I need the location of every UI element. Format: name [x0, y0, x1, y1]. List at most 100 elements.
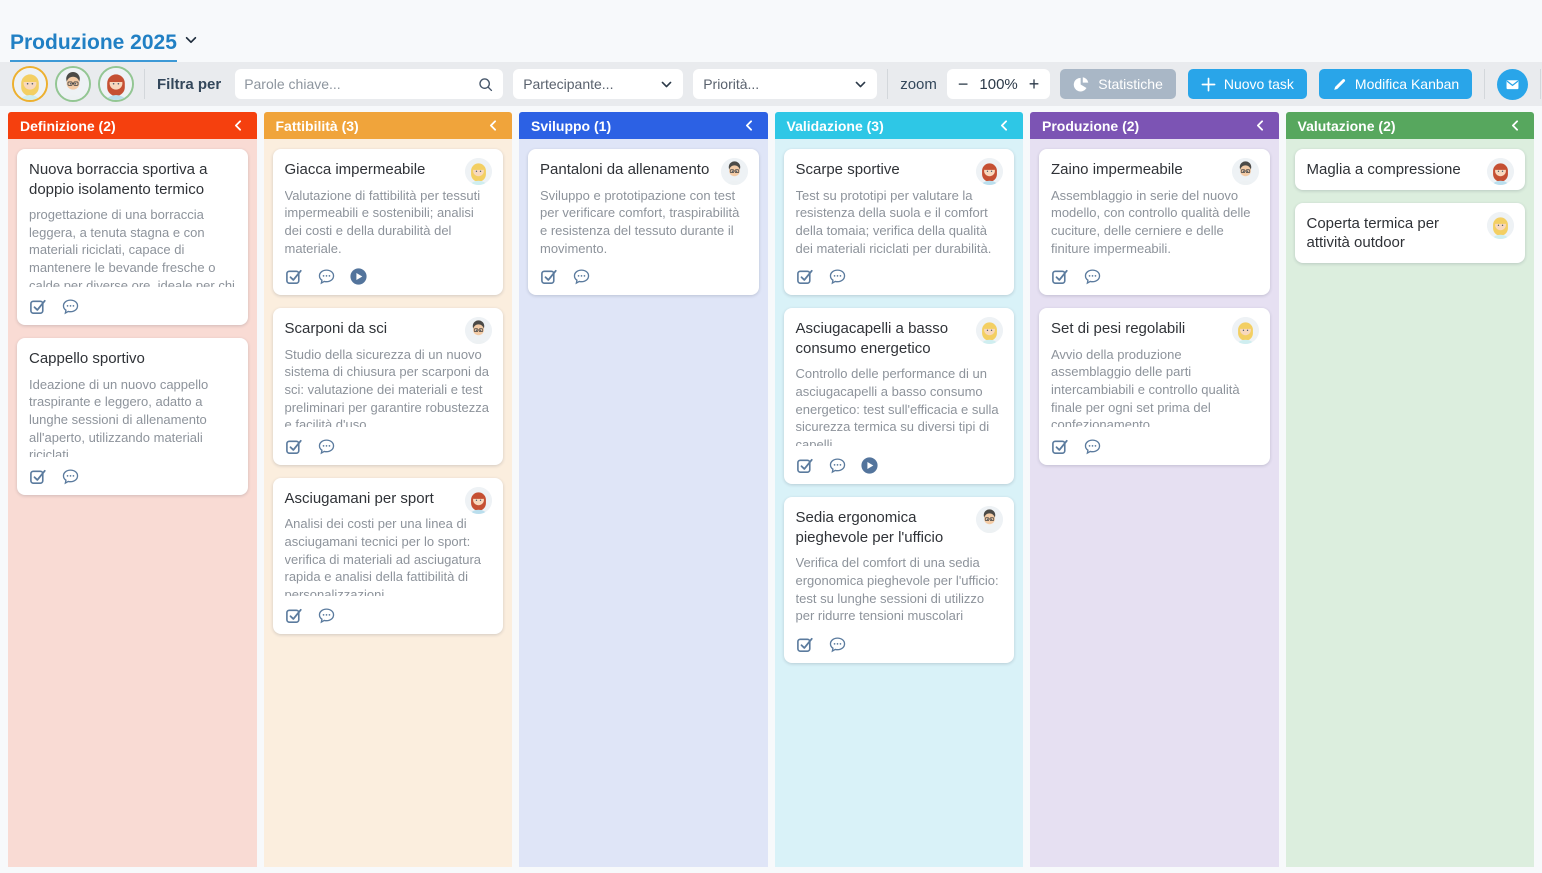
- checklist-icon[interactable]: [1051, 437, 1070, 456]
- edit-kanban-button-label: Modifica Kanban: [1354, 76, 1460, 92]
- task-card[interactable]: Asciugacapelli a basso consumo energetic…: [783, 308, 1014, 485]
- chevron-left-icon[interactable]: [1509, 119, 1522, 132]
- comments-icon[interactable]: [317, 606, 336, 625]
- priority-select[interactable]: Priorità...: [693, 69, 878, 99]
- task-card[interactable]: Set di pesi regolabili Avvio della produz…: [1039, 308, 1270, 465]
- kanban-board: Definizione (2) Nuova borraccia sportiva …: [0, 106, 1542, 867]
- chevron-left-icon[interactable]: [232, 119, 245, 132]
- chevron-down-icon[interactable]: [184, 33, 198, 52]
- comments-icon[interactable]: [828, 267, 847, 286]
- checklist-icon[interactable]: [796, 267, 815, 286]
- task-card[interactable]: Scarponi da sci Studio della sicurezza di…: [272, 308, 503, 465]
- assignee-avatar-blonde: [1231, 317, 1259, 345]
- pencil-icon: [1332, 77, 1347, 92]
- column-body: Maglia a compressione Coperta termica per…: [1285, 139, 1534, 867]
- column-valutazione: Valutazione (2) Maglia a compressione Cope…: [1285, 112, 1534, 867]
- checklist-icon[interactable]: [285, 267, 304, 286]
- plus-icon: [1201, 77, 1216, 92]
- new-task-button[interactable]: Nuovo task: [1187, 69, 1307, 99]
- search-input[interactable]: [244, 76, 478, 92]
- card-description: Assemblaggio in serie del nuovo modello,…: [1051, 187, 1251, 256]
- checklist-icon[interactable]: [29, 467, 48, 486]
- statistics-button-label: Statistiche: [1098, 76, 1163, 92]
- chevron-down-icon: [854, 78, 867, 91]
- participant-select[interactable]: Partecipante...: [513, 69, 684, 99]
- checklist-icon[interactable]: [540, 267, 559, 286]
- checklist-icon[interactable]: [796, 456, 815, 475]
- card-badges: [540, 265, 747, 286]
- toolbar-divider: [1540, 69, 1542, 99]
- comments-icon[interactable]: [61, 467, 80, 486]
- column-title: Definizione (2): [20, 117, 116, 134]
- page-title[interactable]: Produzione 2025: [10, 31, 177, 62]
- card-badges: [796, 265, 1003, 286]
- zoom-in-button[interactable]: +: [1028, 74, 1040, 94]
- comments-icon[interactable]: [61, 297, 80, 316]
- new-task-button-label: Nuovo task: [1223, 76, 1294, 92]
- play-icon[interactable]: [349, 267, 368, 286]
- pie-chart-icon: [1073, 76, 1090, 93]
- card-description: Test su prototipi per valutare la resist…: [795, 187, 992, 256]
- zoom-value: 100%: [979, 75, 1018, 93]
- card-badges: [796, 633, 1003, 654]
- checklist-icon[interactable]: [285, 437, 304, 456]
- column-definizione: Definizione (2) Nuova borraccia sportiva …: [8, 112, 257, 867]
- column-body: Giacca impermeabile Valutazione di fattib…: [263, 139, 512, 867]
- comments-icon[interactable]: [317, 267, 336, 286]
- zoom-label: zoom: [900, 75, 937, 93]
- column-title: Fattibilità (3): [275, 117, 359, 134]
- toolbar-actions: Statistiche Nuovo task Modifica Kanban: [1060, 68, 1542, 100]
- member-avatar-blonde-woman[interactable]: [12, 66, 48, 102]
- column-header: Sviluppo (1): [519, 112, 768, 139]
- assignee-avatar-blonde: [1487, 211, 1514, 239]
- task-card[interactable]: Nuova borraccia sportiva a doppio isolam…: [17, 149, 248, 325]
- assignee-avatar-redhead: [465, 486, 492, 514]
- chevron-left-icon[interactable]: [1254, 119, 1267, 132]
- card-title: Scarponi da sci: [284, 320, 388, 338]
- column-header: Validazione (3): [774, 112, 1023, 139]
- member-avatar-man-with-glasses[interactable]: [55, 66, 91, 102]
- mail-button[interactable]: [1497, 68, 1529, 100]
- checklist-icon[interactable]: [796, 635, 815, 654]
- assignee-avatar-blonde: [976, 317, 1003, 345]
- card-description: Verifica del comfort di una sedia ergono…: [795, 555, 999, 624]
- comments-icon[interactable]: [572, 267, 591, 286]
- card-title: Coperta termica per attività outdoor: [1306, 214, 1440, 252]
- comments-icon[interactable]: [317, 437, 336, 456]
- play-icon[interactable]: [860, 456, 879, 475]
- checklist-icon[interactable]: [29, 297, 48, 316]
- comments-icon[interactable]: [828, 635, 847, 654]
- toolbar-divider: [1484, 69, 1486, 99]
- task-card[interactable]: Maglia a compressione: [1294, 149, 1525, 190]
- zoom-out-button[interactable]: −: [957, 74, 969, 94]
- checklist-icon[interactable]: [285, 606, 304, 625]
- chevron-left-icon[interactable]: [743, 119, 756, 132]
- edit-kanban-button[interactable]: Modifica Kanban: [1318, 69, 1473, 99]
- task-card[interactable]: Zaino impermeabile Assemblaggio in serie …: [1039, 149, 1270, 296]
- column-fattibilità: Fattibilità (3) Giacca impermeabile Valuta…: [263, 112, 512, 867]
- chevron-left-icon[interactable]: [487, 119, 500, 132]
- chevron-left-icon[interactable]: [998, 119, 1011, 132]
- toolbar-divider: [887, 69, 889, 99]
- priority-select-value: Priorità...: [703, 76, 760, 92]
- statistics-button[interactable]: Statistiche: [1060, 69, 1176, 99]
- comments-icon[interactable]: [1083, 437, 1102, 456]
- member-avatar-red-haired-woman[interactable]: [98, 66, 134, 102]
- comments-icon[interactable]: [828, 456, 847, 475]
- card-badges: [285, 435, 492, 456]
- column-validazione: Validazione (3) Scarpe sportive Test su pr…: [774, 112, 1023, 867]
- task-card[interactable]: Sedia ergonomica pieghevole per l'uffici…: [783, 497, 1014, 663]
- task-card[interactable]: Asciugamani per sport Analisi dei costi p…: [272, 477, 503, 635]
- assignee-avatar-redhead: [1487, 158, 1514, 185]
- task-card[interactable]: Scarpe sportive Test su prototipi per val…: [783, 149, 1014, 296]
- comments-icon[interactable]: [1083, 267, 1102, 286]
- task-card[interactable]: Cappello sportivo Ideazione di un nuovo c…: [17, 338, 248, 495]
- board-title-row: Produzione 2025: [0, 0, 1542, 62]
- card-badges: [285, 265, 492, 286]
- search-icon: [477, 76, 494, 93]
- task-card[interactable]: Coperta termica per attività outdoor: [1294, 202, 1525, 263]
- task-card[interactable]: Pantaloni da allenamento Sviluppo e proto…: [528, 149, 759, 296]
- task-card[interactable]: Giacca impermeabile Valutazione di fattib…: [272, 149, 503, 296]
- checklist-icon[interactable]: [1051, 267, 1070, 286]
- card-description: progettazione di una borraccia leggera, …: [29, 207, 235, 287]
